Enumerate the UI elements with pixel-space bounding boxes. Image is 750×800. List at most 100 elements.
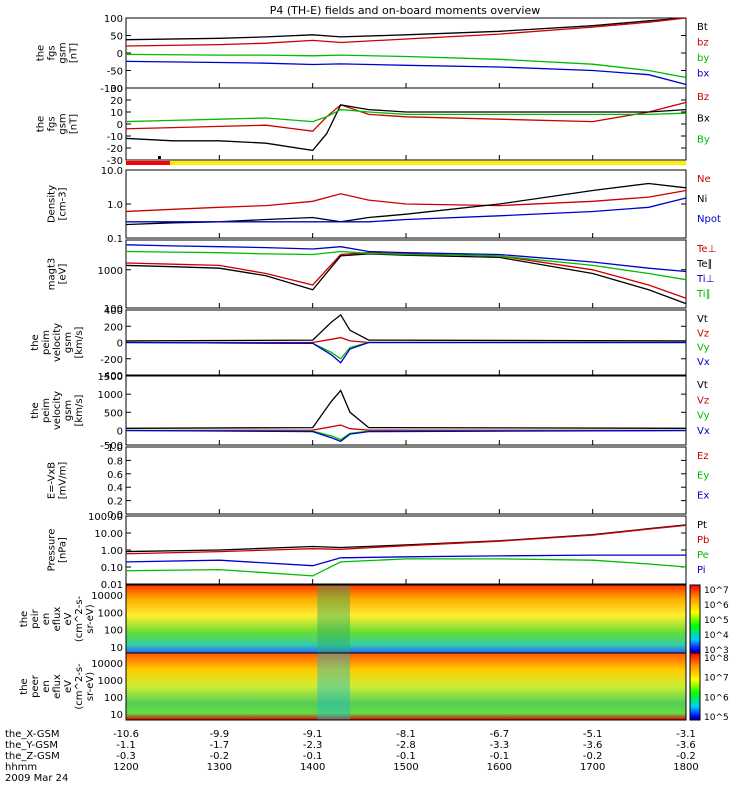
ylabel-efield-0: E=-VxB <box>47 462 58 499</box>
panel-density <box>125 169 687 239</box>
legend-fgs-2: by <box>697 53 709 64</box>
spec-ylabel-electron-eflux-0: the <box>19 678 30 694</box>
spec-ytick-electron-eflux-0: 10000 <box>91 659 123 670</box>
ephem-value-0-2: -9.1 <box>303 729 323 740</box>
ylabel-velocity-perp-0: the <box>30 334 41 350</box>
legend-fgs-zoom-2: By <box>697 135 710 146</box>
legend-velocity-perp-0: Vt <box>697 314 708 325</box>
spec-ytick-ion-eflux-1: 1000 <box>98 608 123 619</box>
ylabel-velocity-perp-4: [km/s] <box>74 326 85 358</box>
ytick-label-efield-0: 1.0 <box>107 443 123 454</box>
panel-velocity-perp <box>125 309 687 376</box>
ytick-label-fgs-zoom-0: 30 <box>110 84 123 95</box>
panel-frame-fgs <box>125 17 687 89</box>
legend-density-1: Ni <box>697 194 707 205</box>
spectrogram-ion-eflux <box>125 584 701 654</box>
ephem-value-0-6: -3.1 <box>676 729 696 740</box>
ytick-label-pressure-3: 0.10 <box>101 563 123 574</box>
ylabel-density-0: Density <box>47 185 58 223</box>
ytick-label-density-1: 1.0 <box>107 200 123 211</box>
series-velocity-perp-Vy <box>125 341 686 360</box>
spec-ytick-electron-eflux-2: 100 <box>104 693 123 704</box>
legend-pressure-1: Pb <box>697 535 709 546</box>
ephem-value-2-6: -0.2 <box>676 751 696 762</box>
status-bar-yellow <box>170 161 686 165</box>
series-pressure-Pe <box>125 558 687 577</box>
spec-ylabel-electron-eflux-6: sr-eV) <box>85 672 96 701</box>
status-bar-marker <box>158 156 161 159</box>
time-tick-label-2: 1400 <box>300 762 325 773</box>
series-density-Ne <box>125 189 687 213</box>
legend-temperature-3: Ti∥ <box>696 289 711 300</box>
spec-ylabel-electron-eflux-4: eV <box>63 680 74 693</box>
ephem-value-2-3: -0.1 <box>396 751 416 762</box>
series-velocity-perm-Vt <box>125 389 687 429</box>
ylabel-efield-1: [mV/m] <box>58 462 69 500</box>
panel-fgs-zoom <box>125 87 687 161</box>
ytick-label-temperature-0: 1000 <box>98 266 123 277</box>
ephem-value-1-0: -1.1 <box>116 740 136 751</box>
ytick-label-fgs-4: -100 <box>100 84 123 95</box>
time-tick-label-6: 1800 <box>673 762 698 773</box>
ylabel-fgs-zoom-0: the <box>36 116 47 132</box>
legend-density-2: Npot <box>697 214 721 225</box>
spec-ylabel-ion-eflux-6: sr-eV) <box>85 604 96 633</box>
ylabel-velocity-perp-2: velocity <box>52 323 63 362</box>
time-tick-label-4: 1600 <box>487 762 512 773</box>
series-velocity-perp-Vx <box>125 341 686 364</box>
ylabel-velocity-perm-0: the <box>30 402 41 418</box>
spec-ylabel-electron-eflux-1: peer <box>30 674 41 698</box>
ytick-label-density-0: 10.0 <box>101 166 123 177</box>
colorbar-ion-eflux <box>689 584 701 654</box>
series-fgs-zoom-Bz <box>125 101 687 132</box>
ytick-label-fgs-zoom-4: -10 <box>107 132 123 143</box>
ylabel-fgs-1: fgs <box>47 45 58 60</box>
spec-ylabel-electron-eflux-5: (cm^2-s- <box>74 663 85 710</box>
ephem-value-1-5: -3.6 <box>583 740 603 751</box>
ytick-label-velocity-perm-4: -500 <box>100 441 123 452</box>
ytick-label-efield-3: 0.4 <box>107 483 123 494</box>
panel-frame-temperature <box>125 239 687 309</box>
legend-density-0: Ne <box>697 174 711 185</box>
ytick-label-efield-5: 0.0 <box>107 510 123 521</box>
spectrogram-image-electron-eflux <box>126 653 686 720</box>
ephem-value-2-0: -0.3 <box>116 751 136 762</box>
legend-pressure-3: Pi <box>697 565 706 576</box>
colorbar-tick-electron-eflux-2: 10^6 <box>704 693 729 703</box>
ylabel-fgs-2: gsm <box>58 42 69 63</box>
chart-title: P4 (TH-E) fields and on-board moments ov… <box>270 4 541 17</box>
legend-velocity-perp-2: Vy <box>697 343 710 354</box>
ylabel-fgs-zoom-1: fgs <box>47 116 58 131</box>
ytick-label-fgs-1: 50 <box>110 32 123 43</box>
panel-frame-velocity-perm <box>125 375 687 446</box>
ylabel-temperature-1: [eV] <box>58 264 69 285</box>
colorbar-tick-ion-eflux-2: 10^5 <box>704 616 729 626</box>
ephem-value-1-6: -3.6 <box>676 740 696 751</box>
ylabel-pressure-1: [nPa] <box>58 537 69 563</box>
spectrogram-image-ion-eflux <box>126 585 686 653</box>
ytick-label-fgs-3: -50 <box>107 67 123 78</box>
spec-ytick-ion-eflux-0: 10000 <box>91 591 123 602</box>
ylabel-fgs-0: the <box>36 45 47 61</box>
ytick-label-pressure-0: 100.00 <box>88 512 123 523</box>
ytick-label-pressure-1: 10.00 <box>94 529 123 540</box>
spec-ylabel-electron-eflux-3: eflux <box>52 674 63 699</box>
panel-frame-efield <box>125 446 687 515</box>
time-axis-label: hhmm <box>5 762 37 773</box>
series-pressure-Pt <box>125 524 687 553</box>
series-pressure-Pi <box>125 554 686 567</box>
ytick-label-fgs-zoom-3: 0 <box>117 120 123 131</box>
ephem-label-1: the_Y-GSM <box>5 740 58 751</box>
panel-velocity-perm <box>125 375 687 446</box>
time-tick-label-3: 1500 <box>393 762 418 773</box>
ytick-label-efield-4: 0.2 <box>107 497 123 508</box>
legend-temperature-0: Te⊥ <box>696 244 716 255</box>
legend-velocity-perm-0: Vt <box>697 380 708 391</box>
ytick-label-efield-1: 0.8 <box>107 456 123 467</box>
spectrogram-electron-eflux <box>125 652 701 721</box>
ytick-label-temperature-1: 100 <box>104 304 123 315</box>
series-fgs-Bt <box>125 17 687 41</box>
spec-ylabel-electron-eflux-2: en <box>41 680 52 693</box>
series-velocity-perp-Vt <box>125 313 687 342</box>
